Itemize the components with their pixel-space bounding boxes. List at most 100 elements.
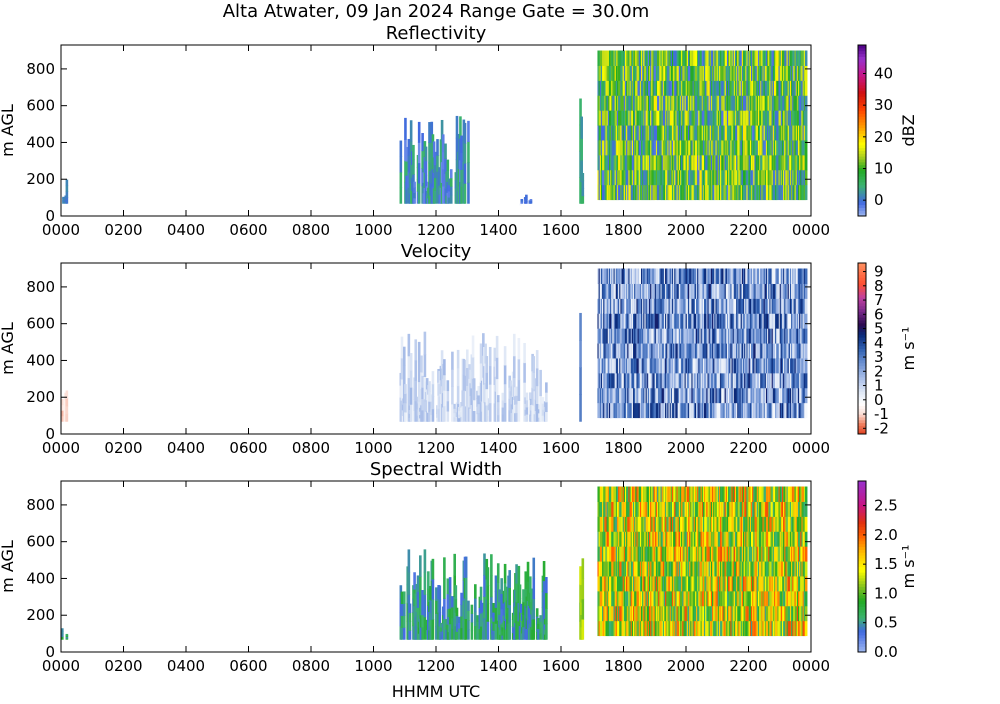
x-tick-label: 1200 — [417, 221, 455, 239]
echo-cell — [622, 269, 625, 284]
echo-cell — [602, 95, 605, 110]
echo-cell — [420, 356, 423, 373]
echo-cell — [704, 269, 707, 284]
echo-cell — [657, 110, 660, 125]
colorbar-swatch — [858, 280, 866, 283]
echo-cell — [734, 269, 737, 284]
echo-cell — [400, 172, 403, 188]
echo-cell — [526, 393, 529, 401]
colorbar-swatch — [858, 210, 866, 213]
echo-cell — [662, 388, 665, 403]
echo-cell — [805, 313, 808, 328]
echo-cell — [419, 555, 422, 577]
colorbar-swatch — [858, 317, 866, 320]
echo-cell — [776, 155, 779, 170]
echo-cell — [776, 328, 779, 343]
y-tick-label: 400 — [26, 351, 55, 369]
echo-cell — [689, 343, 692, 358]
echo-cell — [401, 337, 404, 359]
echo-cell — [717, 298, 720, 313]
y-tick-label: 0 — [45, 207, 55, 225]
echo-cell — [526, 414, 529, 422]
echo-cell — [527, 562, 530, 582]
echo-cell — [805, 328, 808, 343]
echo-cell — [721, 125, 724, 140]
echo-cell — [464, 143, 467, 164]
echo-cell — [447, 160, 450, 171]
echo-cell — [582, 196, 585, 204]
echo-cell — [463, 406, 466, 422]
echo-cell — [600, 501, 603, 516]
echo-cell — [721, 65, 724, 80]
echo-cell — [417, 575, 420, 592]
echo-cell — [428, 391, 431, 402]
x-tick-label: 1000 — [354, 439, 392, 457]
echo-cell — [496, 357, 499, 379]
echo-cell — [413, 198, 416, 204]
colorbar-swatch — [858, 420, 866, 423]
echo-cell — [734, 313, 737, 328]
echo-cell — [600, 561, 603, 576]
echo-cell — [485, 389, 488, 406]
echo-cell — [463, 374, 466, 390]
echo-cell — [776, 373, 779, 388]
echo-cell — [405, 161, 408, 176]
colorbar-label: m s⁻¹ — [899, 327, 918, 371]
echo-cell — [602, 80, 605, 95]
echo-cell — [699, 185, 702, 200]
echo-cell — [743, 95, 746, 110]
echo-cell — [734, 343, 737, 358]
echo-cell — [498, 602, 501, 615]
echo-cell — [480, 343, 483, 363]
echo-cell — [489, 366, 492, 385]
colorbar-swatch — [858, 159, 866, 162]
echo-cell — [695, 140, 698, 155]
echo-cell — [776, 110, 779, 125]
echo-cell — [443, 375, 446, 391]
colorbar-swatch — [858, 62, 866, 65]
echo-cell — [449, 577, 452, 593]
echo-cell — [657, 185, 660, 200]
x-tick-label: 1800 — [604, 221, 642, 239]
echo-cell — [536, 403, 539, 421]
echo-cell — [404, 412, 407, 422]
echo-cell — [622, 403, 625, 418]
colorbar-swatch — [858, 59, 866, 62]
echo-cell — [401, 627, 404, 639]
echo-cell — [734, 283, 737, 298]
echo-cell — [483, 596, 486, 618]
colorbar-tick-label: 40 — [874, 65, 893, 83]
colorbar-swatch — [858, 139, 866, 142]
colorbar-swatch — [858, 131, 866, 134]
panels: Reflectivitym AGL00000200040006000800100… — [0, 23, 918, 675]
echo-cell — [776, 95, 779, 110]
echo-cell — [602, 185, 605, 200]
echo-cell — [418, 183, 421, 204]
echo-cell — [524, 571, 527, 589]
echo-cell — [579, 340, 582, 368]
echo-cell — [483, 575, 486, 597]
echo-cell — [773, 343, 776, 358]
x-tick-label: 1400 — [479, 221, 517, 239]
colorbar-swatch — [858, 277, 866, 280]
echo-cell — [403, 365, 406, 384]
echo-cell — [495, 575, 498, 592]
echo-cell — [805, 388, 808, 403]
echo-cell — [403, 591, 406, 604]
echo-cell — [502, 393, 505, 401]
colorbar-swatch — [858, 148, 866, 151]
echo-cell — [483, 618, 486, 640]
colorbar-swatch — [858, 406, 866, 409]
echo-cell — [418, 122, 421, 143]
echo-cell — [410, 404, 413, 422]
echo-cell — [495, 623, 498, 640]
echo-cell — [487, 567, 490, 586]
echo-segment — [579, 313, 582, 422]
echo-cell — [600, 576, 603, 591]
echo-cell — [421, 133, 424, 151]
echo-cell — [408, 356, 411, 378]
echo-cell — [473, 378, 476, 389]
echo-cell — [408, 549, 411, 572]
echo-cell — [536, 350, 539, 368]
